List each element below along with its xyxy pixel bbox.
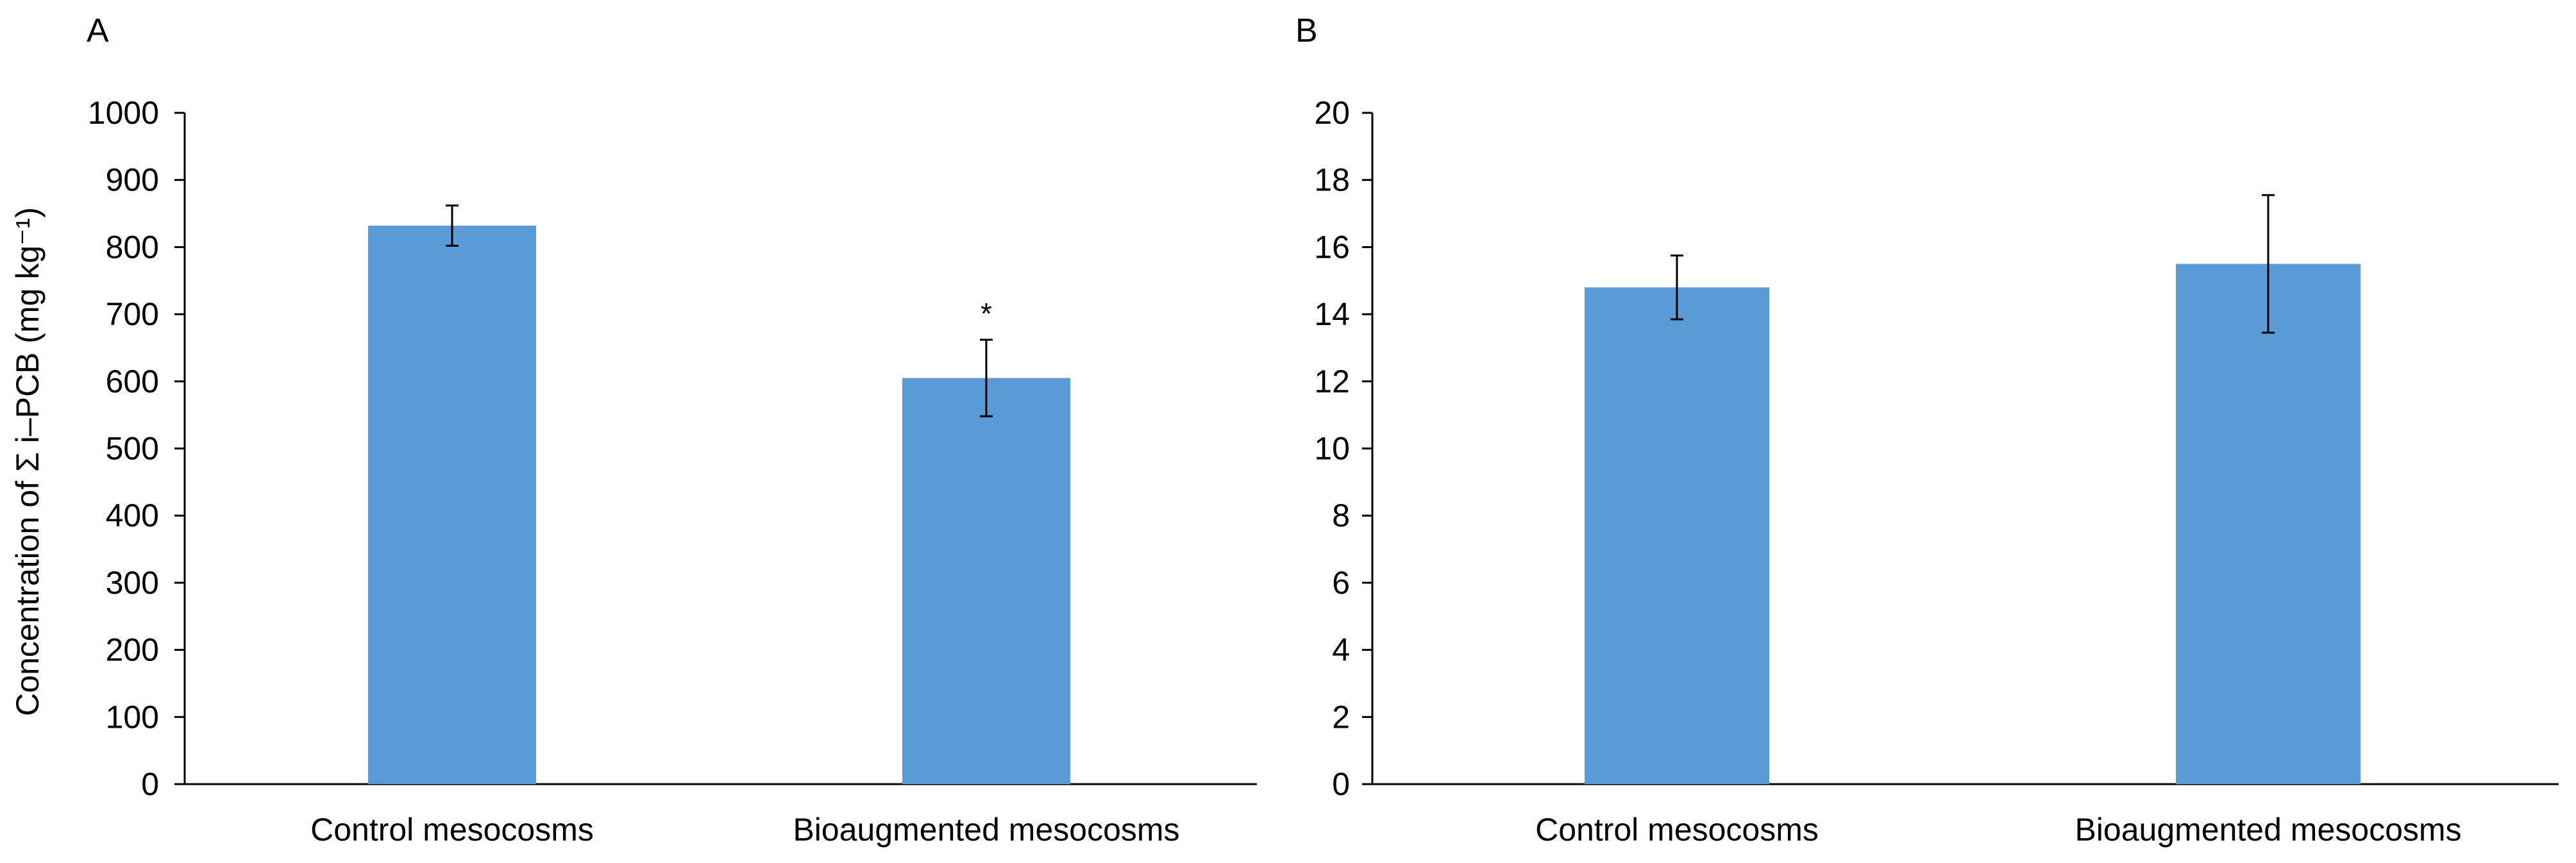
panel-b-y-tick-label: 20 [1314, 95, 1350, 131]
panel-b-y-tick-label: 14 [1314, 296, 1350, 332]
panel-a-y-tick-label: 600 [106, 364, 159, 399]
panel-a-bar-1 [368, 225, 536, 784]
panel-a-y-tick-label: 500 [106, 431, 159, 467]
panel-b-bar-2 [2176, 264, 2361, 784]
panel-b-error-bar-2 [2262, 194, 2275, 334]
panel-b-error-bar-1 [1671, 254, 1683, 321]
panel-b-bar-1 [1585, 287, 1769, 785]
panel-b-y-tick-label: 2 [1332, 699, 1350, 735]
panel-a-y-tick-label: 100 [106, 699, 159, 735]
panel-a-y-tick-label: 300 [106, 565, 159, 601]
panel-a-category-label-1: Control mesocosms [310, 812, 594, 848]
panel-b-y-tick-label: 12 [1314, 364, 1350, 399]
panel-b-label: B [1295, 12, 1318, 49]
panel-a-y-tick-label: 400 [106, 498, 159, 533]
panel-a-y-tick-label: 700 [106, 296, 159, 332]
panel-a-error-bar-2 [980, 339, 993, 417]
panel-b-y-tick-label: 16 [1314, 229, 1350, 265]
panel-a-bar-2 [902, 378, 1070, 784]
panel-a-error-bar-1 [446, 204, 459, 247]
panel-b-category-label-2: Bioaugmented mesocosms [2075, 812, 2461, 848]
panel-b-y-tick-label: 0 [1332, 766, 1350, 802]
panel-b-y-tick-label: 18 [1314, 162, 1350, 198]
panel-a-plot-area: 0 100 200 300 400 500 600 700 800 900 1000 Control … [88, 95, 1257, 848]
panel-a-y-tick-label: 800 [106, 229, 159, 265]
panel-a: A Concentration of Σ i–PCB (mg kg⁻¹) 0 10… [10, 12, 1257, 848]
panel-b-plot-area: 0 2 4 6 8 10 12 14 16 18 20 Control mesocosms Bioaug… [1314, 95, 2559, 848]
panel-a-y-tick-label: 0 [141, 766, 159, 802]
panel-b: B 0 2 4 6 8 10 12 14 16 18 20 Control mesocosms Bioa… [1295, 12, 2559, 848]
panel-b-y-tick-label: 8 [1332, 498, 1350, 533]
panel-a-label: A [87, 12, 109, 49]
panel-a-y-tick-label: 200 [106, 632, 159, 668]
panel-a-significance-marker: * [981, 297, 992, 330]
panel-a-category-label-2: Bioaugmented mesocosms [793, 812, 1179, 848]
panel-a-y-axis-label: Concentration of Σ i–PCB (mg kg⁻¹) [10, 207, 46, 716]
panel-b-y-tick-label: 4 [1332, 632, 1350, 668]
panel-b-y-tick-label: 6 [1332, 565, 1350, 601]
panel-a-y-tick-label: 1000 [88, 95, 159, 131]
panel-a-y-tick-label: 900 [106, 162, 159, 198]
panel-b-category-label-1: Control mesocosms [1535, 812, 1819, 848]
panel-b-y-tick-label: 10 [1314, 431, 1350, 467]
